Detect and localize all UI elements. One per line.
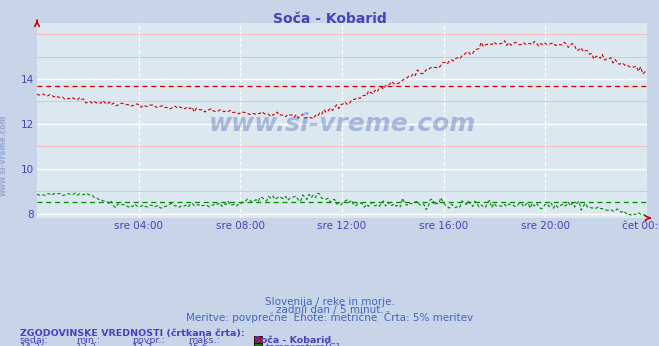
Text: 13,7: 13,7 xyxy=(132,343,153,346)
Text: min.:: min.: xyxy=(76,336,100,345)
Text: maks.:: maks.: xyxy=(188,336,219,345)
Text: 14,3: 14,3 xyxy=(20,343,41,346)
Text: ZGODOVINSKE VREDNOSTI (črtkana črta):: ZGODOVINSKE VREDNOSTI (črtkana črta): xyxy=(20,329,244,338)
Text: www.si-vreme.com: www.si-vreme.com xyxy=(208,112,476,136)
Text: temperatura[C]: temperatura[C] xyxy=(266,343,340,346)
Text: Soča - Kobarid: Soča - Kobarid xyxy=(254,336,331,345)
Text: sedaj:: sedaj: xyxy=(20,336,48,345)
Text: povpr.:: povpr.: xyxy=(132,336,165,345)
Text: Soča - Kobarid: Soča - Kobarid xyxy=(273,12,386,26)
Text: Slovenija / reke in morje.: Slovenija / reke in morje. xyxy=(264,297,395,307)
Text: zadnji dan / 5 minut.: zadnji dan / 5 minut. xyxy=(275,305,384,315)
Text: Meritve: povprečne  Enote: metrične  Črta: 5% meritev: Meritve: povprečne Enote: metrične Črta:… xyxy=(186,311,473,323)
Text: 15,6: 15,6 xyxy=(188,343,209,346)
Text: 12,3: 12,3 xyxy=(76,343,97,346)
Text: www.si-vreme.com: www.si-vreme.com xyxy=(0,115,8,197)
